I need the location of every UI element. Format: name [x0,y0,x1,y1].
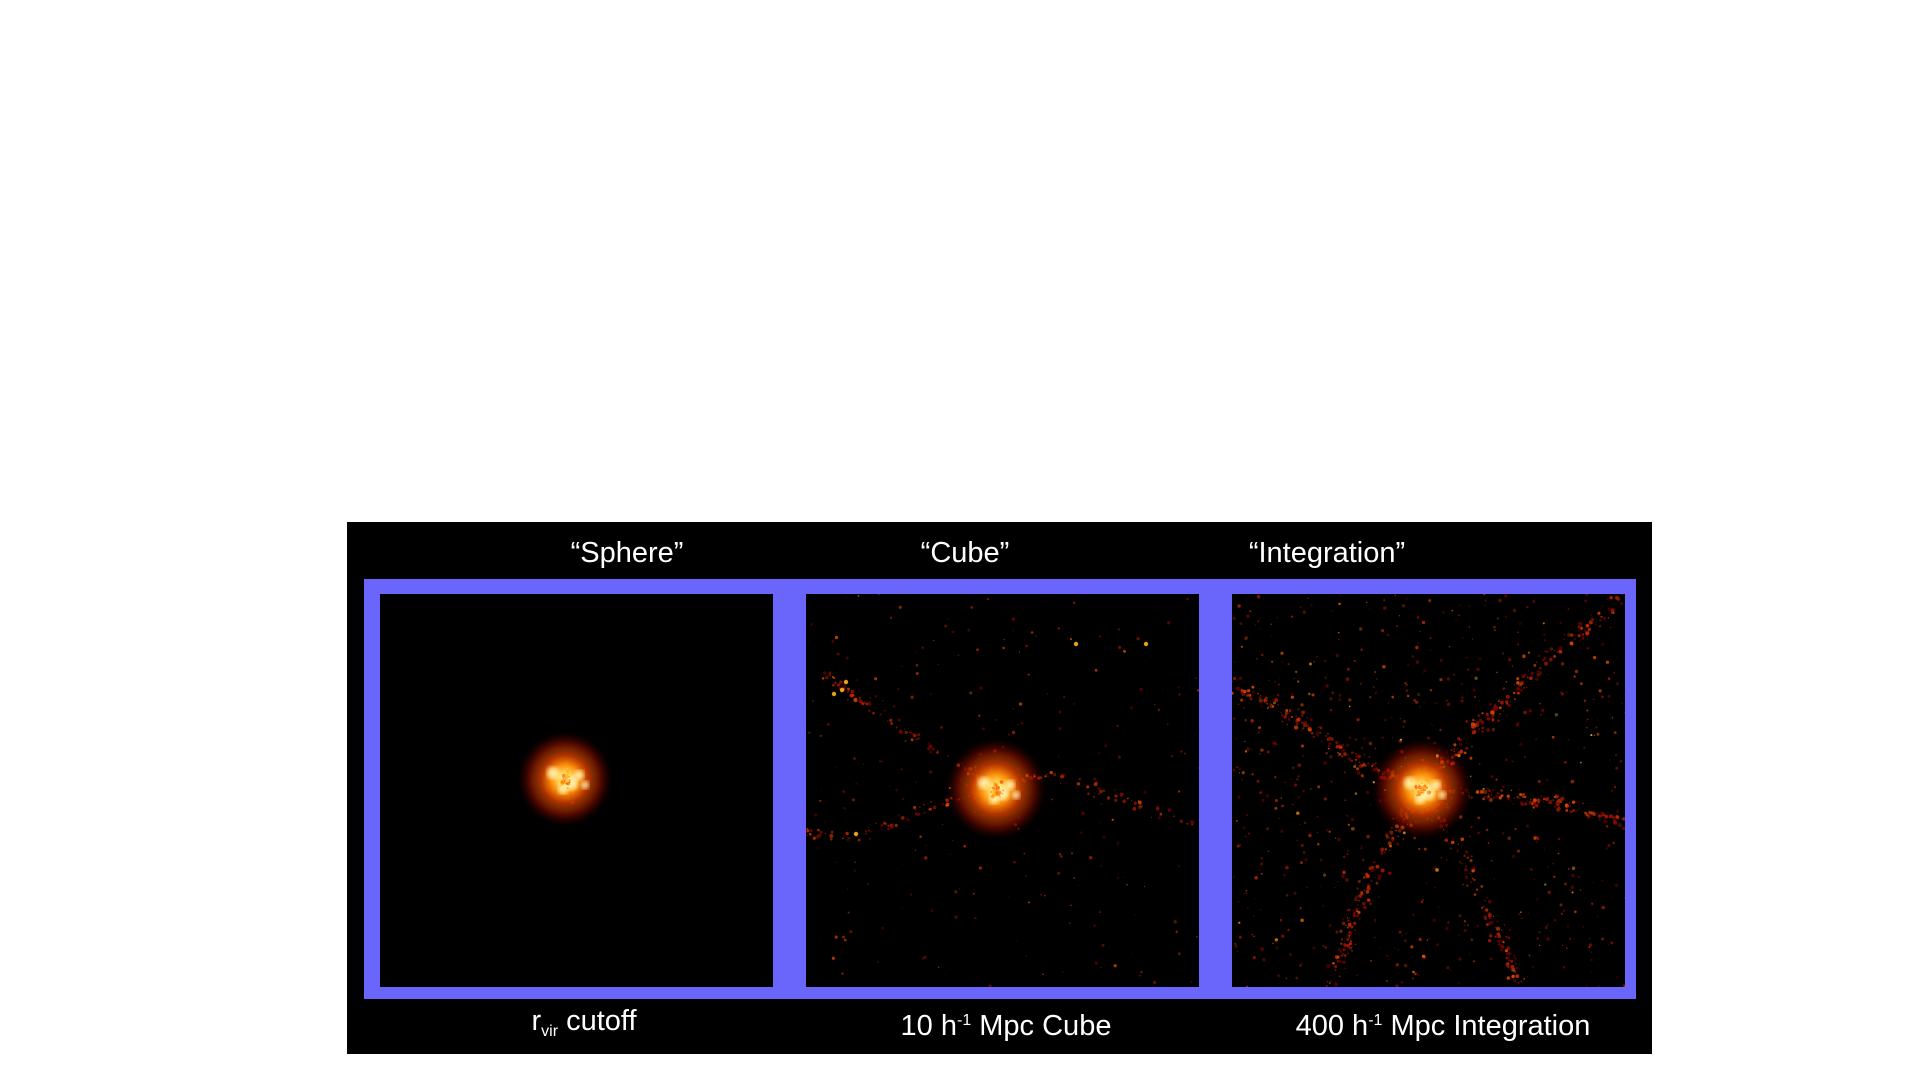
caption-sphere-main: r [531,1005,542,1037]
sphere-density-plot [517,731,613,827]
figure: “Sphere” “Cube” “Integration” rvir cutof… [347,522,1652,1054]
panel-title-cube: “Cube” [920,537,1010,569]
caption-integration-sup: -1 [1368,1012,1383,1029]
panel-frame [364,579,1636,999]
caption-cube-rest: Mpc Cube [971,1010,1112,1042]
caption-integration-rest: Mpc Integration [1382,1010,1591,1042]
caption-sphere-rest: cutoff [558,1005,637,1037]
cube-density-plot [806,594,1199,987]
caption-cube: 10 h-1 Mpc Cube [796,1004,1216,1043]
caption-cube-pre: 10 h [900,1010,957,1042]
caption-integration-pre: 400 h [1295,1010,1369,1042]
caption-cube-sup: -1 [956,1012,972,1029]
sphere-density-image [380,594,773,987]
integration-density-image [1232,594,1625,987]
cube-density-image [806,594,1199,987]
integration-density-plot [1232,594,1625,987]
panel-title-integration: “Integration” [1248,537,1406,569]
caption-sphere: rvir cutoff [374,1004,794,1049]
panel-title-sphere: “Sphere” [570,537,684,569]
caption-integration: 400 h-1 Mpc Integration [1233,1004,1653,1043]
caption-sphere-sub: vir [541,1023,559,1040]
